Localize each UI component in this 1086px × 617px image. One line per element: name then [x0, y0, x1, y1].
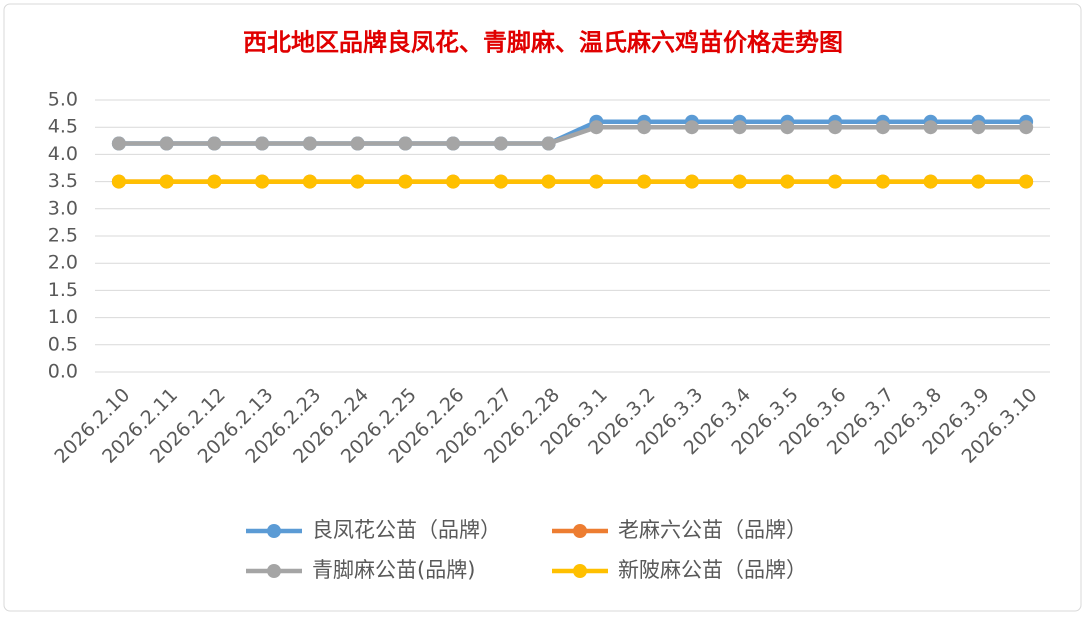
y-tick-label: 4.0 [48, 143, 78, 165]
data-point [207, 174, 222, 189]
y-tick-label: 4.5 [48, 116, 78, 138]
data-point [111, 174, 126, 189]
data-point [302, 136, 317, 151]
legend-label: 老麻六公苗（品牌） [618, 518, 807, 542]
data-point [493, 174, 508, 189]
data-point [971, 174, 986, 189]
legend-label: 新陂麻公苗（品牌） [618, 558, 807, 582]
data-point [255, 136, 270, 151]
data-point [1019, 174, 1034, 189]
y-tick-label: 2.0 [48, 252, 78, 274]
data-point [637, 174, 652, 189]
data-point [1019, 120, 1034, 135]
chart-title: 西北地区品牌良凤花、青脚麻、温氏麻六鸡苗价格走势图 [243, 28, 843, 57]
y-tick-label: 0.5 [48, 333, 78, 355]
legend-label: 良凤花公苗（品牌） [312, 518, 501, 542]
data-point [732, 120, 747, 135]
data-point [159, 174, 174, 189]
data-point [446, 136, 461, 151]
data-point [828, 120, 843, 135]
data-point [684, 120, 699, 135]
data-point [780, 174, 795, 189]
y-tick-label: 5.0 [48, 89, 78, 111]
data-point [780, 120, 795, 135]
y-tick-label: 1.0 [48, 306, 78, 328]
chart-frame [3, 3, 1082, 612]
legend-marker [573, 564, 587, 578]
data-point [541, 136, 556, 151]
data-point [493, 136, 508, 151]
legend-marker [573, 524, 587, 538]
data-point [398, 174, 413, 189]
data-point [111, 136, 126, 151]
data-point [589, 174, 604, 189]
legend-marker [267, 524, 281, 538]
data-point [398, 136, 413, 151]
data-point [589, 120, 604, 135]
data-point [350, 174, 365, 189]
data-point [875, 174, 890, 189]
y-tick-label: 1.5 [48, 279, 78, 301]
data-point [732, 174, 747, 189]
y-tick-label: 0.0 [48, 361, 78, 383]
legend-label: 青脚麻公苗(品牌) [312, 558, 475, 582]
data-point [350, 136, 365, 151]
data-point [971, 120, 986, 135]
y-tick-label: 3.0 [48, 197, 78, 219]
data-point [302, 174, 317, 189]
data-point [923, 120, 938, 135]
data-point [159, 136, 174, 151]
data-point [684, 174, 699, 189]
legend-marker [267, 564, 281, 578]
data-point [637, 120, 652, 135]
data-point [446, 174, 461, 189]
data-point [923, 174, 938, 189]
data-point [875, 120, 890, 135]
data-point [541, 174, 556, 189]
data-point [828, 174, 843, 189]
y-tick-label: 2.5 [48, 225, 78, 247]
series-line [118, 124, 1027, 146]
data-point [207, 136, 222, 151]
y-tick-label: 3.5 [48, 170, 78, 192]
data-point [255, 174, 270, 189]
